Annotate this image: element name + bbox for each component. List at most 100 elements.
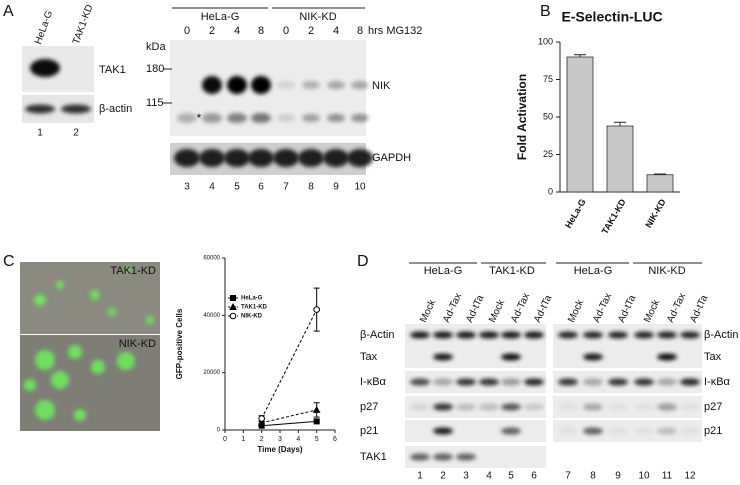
lane-number: 2	[73, 128, 79, 139]
blot-band	[410, 453, 430, 461]
y-tick-label: 100	[538, 36, 553, 46]
bar	[606, 125, 634, 193]
blot-band	[174, 149, 200, 167]
blot-band	[199, 149, 225, 167]
group-label: TAK1-KD	[489, 265, 535, 277]
lane-number: 8	[308, 182, 314, 193]
blot-band	[202, 113, 222, 123]
lane-number: 1	[417, 471, 423, 482]
lane-header: HeLa-G	[33, 9, 55, 46]
blot-band	[558, 427, 578, 435]
lane-label: Ad-tTa	[532, 293, 554, 324]
gfp-cell	[146, 316, 154, 324]
blot-row-label: β-Actin	[360, 329, 394, 341]
blot-band	[433, 378, 453, 386]
x-tick-label: NIK-KD	[643, 197, 668, 230]
panel-label: C	[3, 253, 15, 270]
blot-band	[608, 331, 628, 339]
blot-band	[251, 113, 271, 123]
lane-label: Mock	[487, 297, 507, 324]
blot-band	[479, 403, 499, 411]
blot-row-label: GAPDH	[372, 152, 411, 164]
panel-label: D	[357, 253, 369, 270]
blot-band	[433, 331, 453, 339]
blot-band	[680, 331, 700, 339]
blot-band	[680, 378, 700, 386]
series-line	[261, 309, 318, 419]
blot-row-label: I-κBα	[360, 376, 387, 388]
blot-band	[351, 81, 369, 89]
y-axis-label: Fold Activation	[515, 74, 529, 160]
blot-band	[657, 427, 677, 435]
blot-band	[61, 104, 91, 114]
blot-row-label: NIK	[372, 80, 391, 92]
blot-row-label: TAK1	[99, 64, 126, 76]
blot-band	[680, 403, 700, 411]
blot-panel	[405, 346, 546, 368]
gfp-cell	[117, 352, 135, 370]
group-label: HeLa-G	[201, 11, 240, 23]
gfp-cell	[34, 294, 46, 306]
blot-band	[634, 427, 654, 435]
gfp-cell	[35, 400, 55, 420]
blot-band	[327, 114, 345, 122]
blot-row-label: β-Actin	[704, 329, 738, 341]
y-tick-label: 25	[543, 149, 553, 159]
blot-band	[248, 149, 274, 167]
timepoint: 8	[258, 25, 264, 37]
blot-band	[277, 114, 295, 122]
lane-label: Ad-tTa	[616, 293, 638, 324]
blot-band	[583, 403, 603, 411]
lane-number: 12	[684, 471, 696, 482]
blot-band	[634, 403, 654, 411]
gfp-cell	[68, 345, 82, 359]
blot-band	[501, 403, 521, 411]
blot-band	[583, 378, 603, 386]
blot-band	[327, 81, 345, 89]
lane-number: 6	[258, 182, 264, 193]
x-tick-label: 4	[296, 436, 300, 443]
lane-label: Mock	[566, 297, 586, 324]
gfp-cell	[90, 290, 100, 300]
blot-band	[680, 427, 700, 435]
blot-band	[524, 378, 544, 386]
lane-number: 10	[354, 182, 366, 193]
x-tick-label: 5	[315, 436, 319, 443]
mw-marker: 115	[146, 97, 164, 109]
blot-row-label: Tax	[704, 351, 722, 363]
blot-band	[501, 378, 521, 386]
blot-band	[410, 403, 430, 411]
blot-band	[323, 149, 349, 167]
blot-band	[251, 76, 271, 94]
blot-band	[524, 403, 544, 411]
lane-number: 11	[662, 471, 673, 482]
gfp-cell	[56, 281, 64, 289]
x-tick-label: 3	[278, 436, 282, 443]
group-label: NIK-KD	[299, 11, 336, 23]
blot-band	[302, 81, 320, 89]
lane-number: 3	[184, 182, 190, 193]
blot-band	[298, 149, 324, 167]
blot-band	[433, 427, 453, 435]
marker	[229, 312, 237, 320]
lane-header: TAK1-KD	[71, 3, 96, 46]
blot-band	[657, 331, 677, 339]
x-tick-label: TAK1-KD	[600, 197, 628, 236]
blot-row-label: TAK1	[360, 451, 387, 463]
gfp-cell	[35, 350, 55, 370]
y-axis-label: GFP-positive Cells	[175, 308, 184, 379]
image-label: NIK-KD	[119, 338, 156, 350]
lane-label: Ad-Tax	[509, 292, 532, 325]
lane-number: 1	[37, 128, 43, 139]
blot-band	[524, 331, 544, 339]
blot-band	[501, 427, 521, 435]
blot-row-label: Tax	[360, 351, 378, 363]
blot-band	[433, 403, 453, 411]
lane-number: 4	[486, 471, 492, 482]
blot-band	[558, 378, 578, 386]
blot-band	[347, 149, 373, 167]
blot-band	[410, 378, 430, 386]
blot-band	[501, 331, 521, 339]
blot-band	[608, 427, 628, 435]
blot-band	[583, 427, 603, 435]
